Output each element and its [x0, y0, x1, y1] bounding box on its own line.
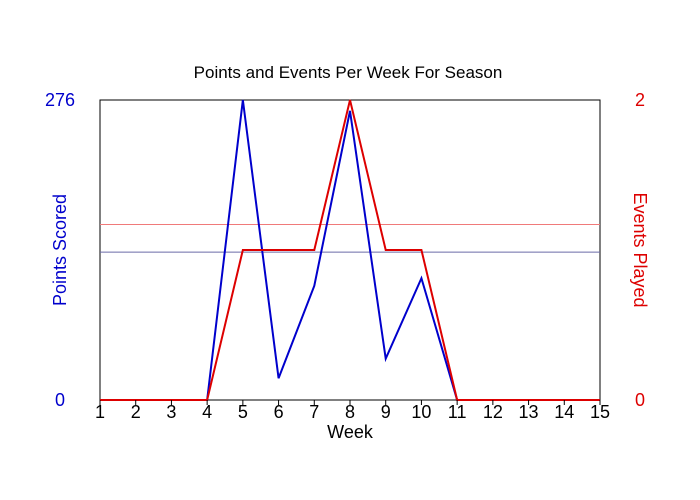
- right-y-tick-min: 0: [635, 390, 645, 410]
- x-tick-label: 6: [274, 402, 284, 422]
- y-axis-ticks: 0 276 0 2: [45, 90, 645, 410]
- x-tick-label: 11: [448, 402, 467, 422]
- x-axis-ticks: 1 2 3 4 5 6 7 8 9 10 11 12 13 14 15: [95, 400, 610, 422]
- x-tick-label: 13: [519, 402, 539, 422]
- x-tick-label: 10: [411, 402, 431, 422]
- left-y-tick-min: 0: [55, 390, 65, 410]
- events-played-line: [100, 99, 600, 401]
- x-tick-label: 14: [554, 402, 574, 422]
- left-y-axis-label: Points Scored: [50, 194, 70, 306]
- plot-frame: [99, 99, 601, 401]
- points-scored-line: [100, 99, 600, 401]
- series-lines: [100, 99, 600, 401]
- x-tick-label: 3: [166, 402, 176, 422]
- x-axis-label: Week: [327, 422, 374, 442]
- x-tick-label: 7: [309, 402, 319, 422]
- x-tick-label: 9: [381, 402, 391, 422]
- x-tick-label: 4: [202, 402, 212, 422]
- right-y-axis-label: Events Played: [630, 192, 650, 307]
- reference-lines: [100, 224, 600, 253]
- right-y-tick-max: 2: [635, 90, 645, 110]
- left-y-tick-max: 276: [45, 90, 75, 110]
- x-tick-label: 2: [131, 402, 141, 422]
- x-tick-label: 15: [590, 402, 610, 422]
- chart-title: Points and Events Per Week For Season: [194, 63, 503, 82]
- x-tick-label: 5: [238, 402, 248, 422]
- x-tick-label: 8: [345, 402, 355, 422]
- x-tick-label: 12: [483, 402, 503, 422]
- x-tick-label: 1: [95, 402, 105, 422]
